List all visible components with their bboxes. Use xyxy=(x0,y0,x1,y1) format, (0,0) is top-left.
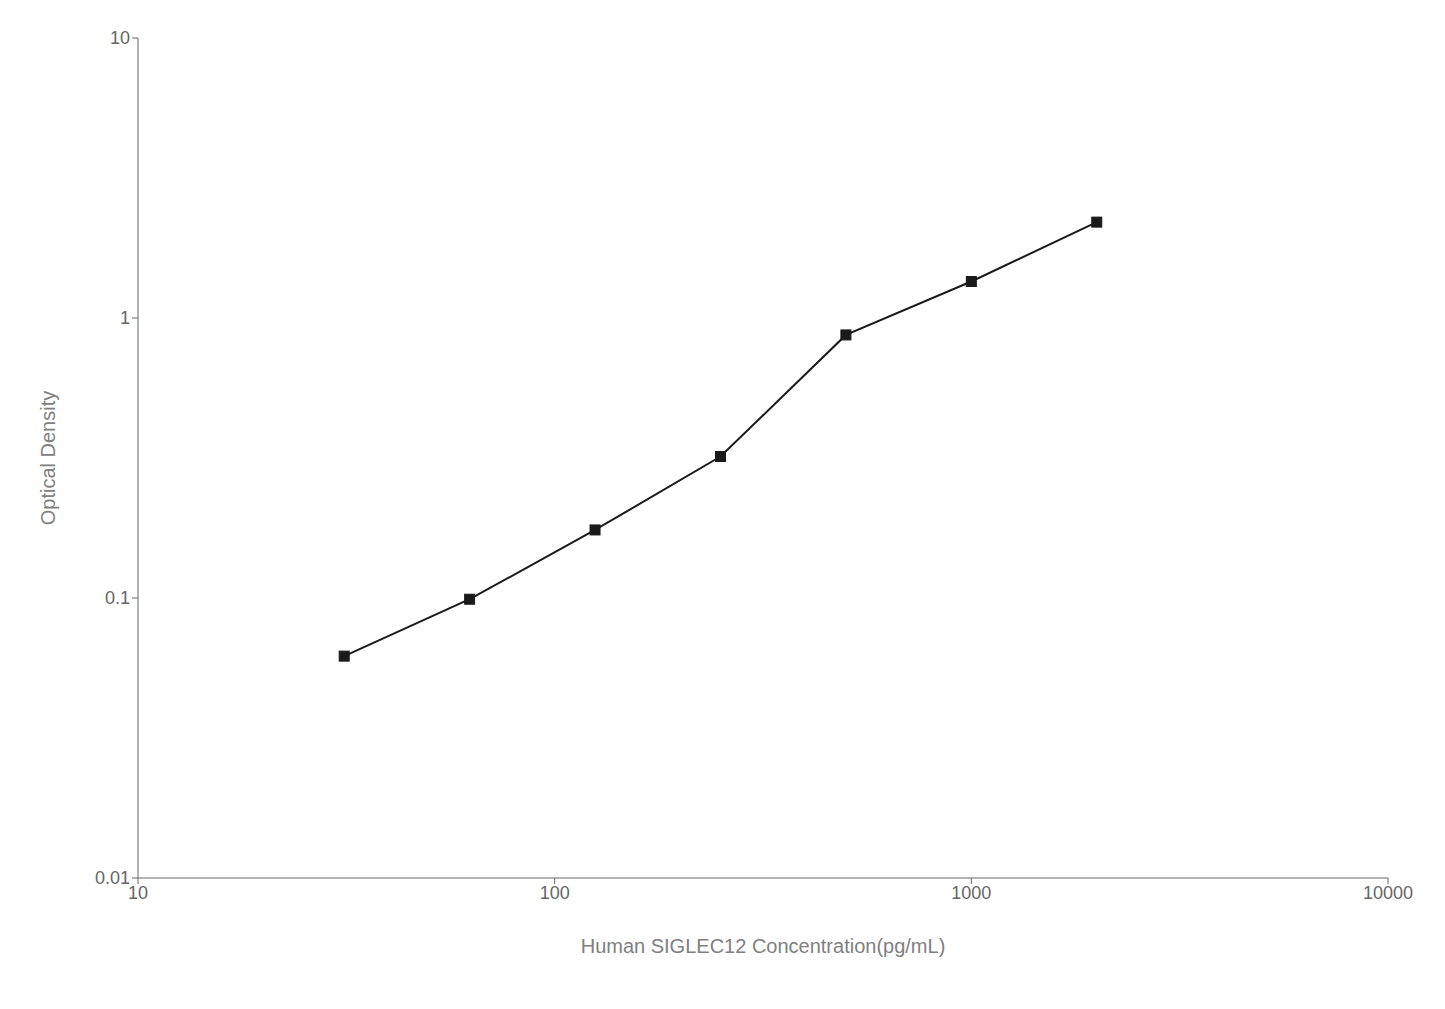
svg-text:0.1: 0.1 xyxy=(105,588,130,608)
svg-text:Human SIGLEC12 Concentration(p: Human SIGLEC12 Concentration(pg/mL) xyxy=(581,935,946,957)
svg-text:10: 10 xyxy=(110,28,130,48)
svg-text:100: 100 xyxy=(540,883,570,903)
svg-text:1000: 1000 xyxy=(951,883,991,903)
svg-text:Optical Density: Optical Density xyxy=(37,391,59,526)
svg-text:1: 1 xyxy=(120,308,130,328)
svg-text:10000: 10000 xyxy=(1363,883,1413,903)
svg-text:10: 10 xyxy=(128,883,148,903)
svg-text:0.01: 0.01 xyxy=(95,868,130,888)
